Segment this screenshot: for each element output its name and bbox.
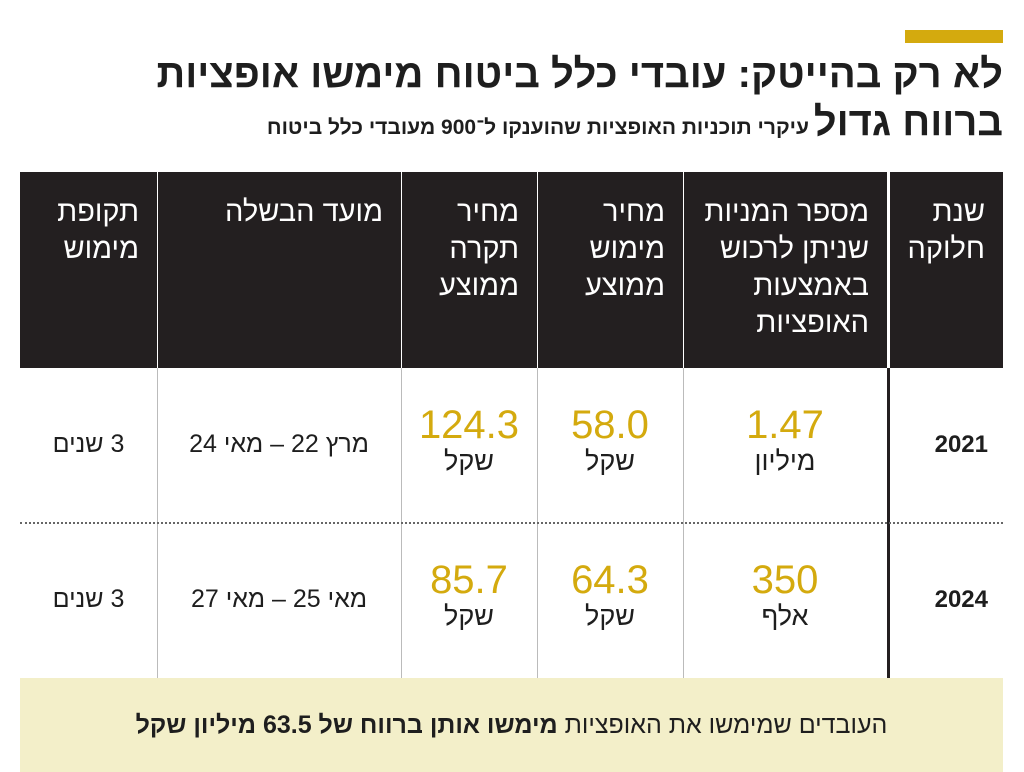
value-cell: 1.47 מיליון — [683, 405, 887, 477]
value-cell: 350 אלף — [683, 560, 887, 632]
unit: שקל — [585, 601, 635, 631]
header-line: באמצעות — [753, 270, 869, 302]
value: 58.0 — [571, 403, 649, 447]
header-line: שניתן לרכוש — [720, 233, 869, 265]
value: 350 — [751, 558, 819, 602]
header-cell: מחיר מימוש ממוצע — [537, 172, 683, 368]
title: לא רק בהייטק: עובדי כלל ביטוח מימשו אופצ… — [156, 52, 1003, 96]
table-header: שנת חלוקה מספר המניות שניתן לרכוש באמצעות האו… — [20, 172, 1003, 368]
header-cell: מספר המניות שניתן לרכוש באמצעות האופציות — [683, 172, 887, 368]
header-line: תקופת — [57, 196, 139, 228]
header-line: ממוצע — [584, 270, 665, 302]
unit: אלף — [761, 601, 809, 631]
col-divider — [157, 368, 158, 522]
header-line: מחיר — [456, 196, 519, 228]
header-line: מועד הבשלה — [225, 196, 383, 228]
value-cell: 85.7 שקל — [401, 560, 537, 632]
header-cell: תקופת מימוש — [20, 172, 157, 368]
col-divider — [683, 522, 684, 678]
header-divider — [683, 172, 684, 368]
col-divider — [157, 522, 158, 678]
accent-bar — [905, 30, 1003, 43]
header-line: מספר המניות — [704, 196, 869, 228]
unit: שקל — [444, 601, 494, 631]
text-cell: מאי 25 – מאי 27 — [190, 585, 368, 613]
value: 1.47 — [746, 403, 824, 447]
col-divider — [401, 522, 402, 678]
value: 64.3 — [571, 558, 649, 602]
subtitle: עיקרי תוכניות האופציות שהוענקו ל־900 מעו… — [266, 116, 809, 139]
year-cell: 2021 — [934, 431, 988, 458]
header-line: מימוש — [589, 233, 665, 265]
text-cell: 3 שנים — [52, 585, 125, 613]
header-divider — [401, 172, 402, 368]
value-cell: 58.0 שקל — [537, 405, 683, 477]
value: 85.7 — [430, 558, 508, 602]
title-line: ברווח גדול — [813, 100, 1003, 144]
text-cell: מרץ 22 – מאי 24 — [189, 430, 369, 458]
value-cell: 124.3 שקל — [401, 405, 537, 477]
header-cell: שנת חלוקה — [887, 172, 1003, 368]
header-line: ממוצע — [438, 270, 519, 302]
header-line: האופציות — [756, 307, 869, 339]
col-divider — [537, 522, 538, 678]
footer-text: העובדים שמימשו את האופציות — [564, 711, 888, 739]
footer-bold: מימשו אותן ברווח של 63.5 מיליון שקל — [135, 711, 558, 739]
header-line: חלוקה — [907, 233, 985, 265]
col-divider — [887, 368, 890, 522]
col-divider — [683, 368, 684, 522]
unit: מיליון — [754, 446, 816, 476]
header-cell: מחיר תקרה ממוצע — [401, 172, 537, 368]
value: 124.3 — [418, 403, 520, 447]
col-divider — [887, 522, 890, 678]
year-cell: 2024 — [934, 586, 988, 613]
row-divider — [20, 522, 1003, 524]
header-line: מימוש — [63, 233, 139, 265]
header-divider — [537, 172, 538, 368]
col-divider — [537, 368, 538, 522]
header-line: שנת — [932, 196, 986, 228]
footer: העובדים שמימשו את האופציות מימשו אותן בר… — [20, 678, 1003, 772]
header-divider — [887, 172, 890, 368]
col-divider — [401, 368, 402, 522]
text-cell: 3 שנים — [52, 430, 125, 458]
header-divider — [157, 172, 158, 368]
value-cell: 64.3 שקל — [537, 560, 683, 632]
unit: שקל — [585, 446, 635, 476]
header-line: מחיר — [602, 196, 665, 228]
unit: שקל — [444, 446, 494, 476]
header-cell: מועד הבשלה — [157, 172, 401, 368]
header-line: תקרה — [449, 233, 519, 265]
